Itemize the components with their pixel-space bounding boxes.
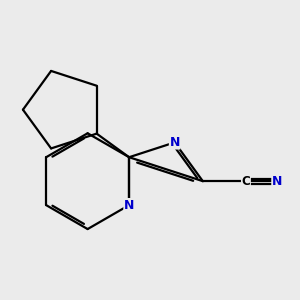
Text: N: N [169,136,180,149]
Text: N: N [272,175,282,188]
Text: N: N [124,199,134,212]
Text: C: C [242,175,250,188]
